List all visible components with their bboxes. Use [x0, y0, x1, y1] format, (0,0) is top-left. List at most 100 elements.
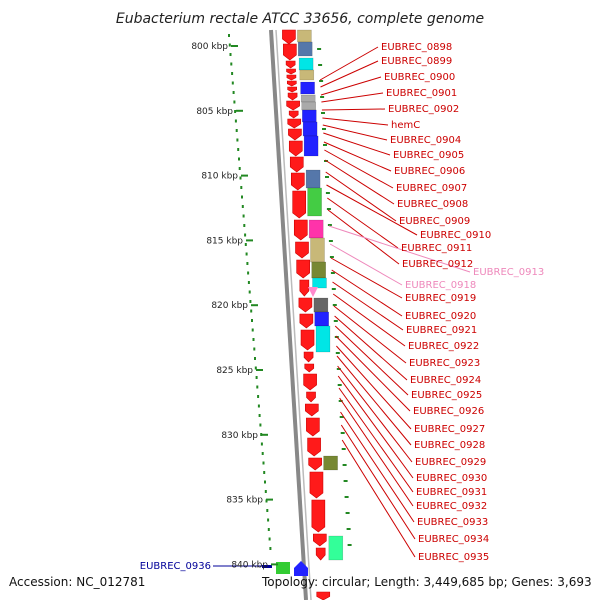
reverse-gene-box[interactable]	[323, 455, 338, 471]
reverse-gene-box[interactable]	[300, 94, 316, 103]
gene-label[interactable]: EUBREC_0908	[397, 199, 468, 210]
gene-label[interactable]: EUBREC_0931	[416, 487, 487, 498]
label-leader-line	[337, 375, 414, 479]
gene-label[interactable]: EUBREC_0907	[396, 183, 467, 194]
forward-gene-arrow[interactable]	[313, 533, 327, 547]
gene-label[interactable]: EUBREC_0925	[411, 390, 482, 401]
reverse-gene-box[interactable]	[297, 41, 313, 57]
gene-marker-pink[interactable]	[308, 287, 318, 297]
gene-label[interactable]: EUBREC_0932	[416, 501, 487, 512]
gene-label[interactable]: EUBREC_0928	[414, 440, 485, 451]
gene-label[interactable]: EUBREC_0898	[381, 42, 452, 53]
gene-label[interactable]: EUBREC_0920	[405, 311, 476, 322]
reverse-gene-box[interactable]	[302, 109, 317, 123]
gene-label[interactable]: EUBREC_0923	[409, 358, 480, 369]
gene-label[interactable]: EUBREC_0927	[414, 424, 485, 435]
reverse-gene-box[interactable]	[314, 311, 329, 327]
forward-gene-arrow[interactable]	[300, 329, 315, 351]
backbone-inner-line	[275, 29, 312, 600]
gene-label[interactable]: EUBREC_0921	[406, 325, 477, 336]
bottom-gene-box-green[interactable]	[276, 562, 290, 574]
reverse-gene-box[interactable]	[310, 237, 325, 263]
gene-label[interactable]: EUBREC_0922	[408, 341, 479, 352]
gene-label[interactable]: EUBREC_0900	[384, 72, 455, 83]
gene-label[interactable]: EUBREC_0926	[413, 406, 484, 417]
forward-gene-arrow[interactable]	[315, 547, 326, 561]
reverse-gene-box[interactable]	[312, 277, 327, 289]
forward-gene-arrow[interactable]	[304, 363, 315, 373]
forward-gene-arrow[interactable]	[295, 241, 309, 259]
forward-gene-arrow[interactable]	[306, 417, 320, 437]
forward-gene-arrow[interactable]	[286, 68, 296, 75]
reverse-gene-box[interactable]	[305, 169, 321, 189]
forward-gene-arrow[interactable]	[306, 391, 316, 403]
reverse-gene-box[interactable]	[308, 219, 324, 239]
gene-label[interactable]: EUBREC_0904	[390, 135, 461, 146]
gene-label[interactable]: EUBREC_0936	[140, 561, 211, 572]
forward-gene-arrow[interactable]	[287, 92, 298, 101]
forward-gene-arrow[interactable]	[299, 313, 314, 329]
gene-label[interactable]: EUBREC_0911	[401, 243, 472, 254]
forward-gene-arrow[interactable]	[288, 140, 303, 157]
gene-label[interactable]: EUBREC_0912	[402, 259, 473, 270]
forward-gene-arrow[interactable]	[282, 29, 296, 45]
reverse-gene-box[interactable]	[311, 261, 326, 279]
forward-gene-arrow[interactable]	[309, 471, 324, 499]
gene-label[interactable]: EUBREC_0934	[418, 534, 489, 545]
forward-gene-arrow[interactable]	[289, 156, 304, 173]
gene-label[interactable]: EUBREC_0913	[473, 267, 544, 278]
reverse-gene-box[interactable]	[303, 135, 319, 157]
gene-label[interactable]: EUBREC_0899	[381, 56, 452, 67]
gene-label[interactable]: EUBREC_0909	[399, 216, 470, 227]
forward-gene-arrow[interactable]	[308, 457, 322, 471]
forward-gene-arrow[interactable]	[311, 499, 326, 533]
forward-gene-arrow[interactable]	[286, 80, 297, 87]
reverse-gene-box[interactable]	[313, 297, 329, 313]
forward-gene-arrow[interactable]	[296, 259, 310, 279]
reverse-gene-box[interactable]	[328, 535, 344, 561]
forward-gene-arrow[interactable]	[288, 110, 299, 119]
gene-label[interactable]: EUBREC_0910	[420, 230, 491, 241]
reverse-gene-box[interactable]	[299, 69, 315, 81]
reverse-gene-box[interactable]	[302, 121, 318, 137]
gene-label[interactable]: hemC	[391, 120, 420, 131]
forward-gene-arrow[interactable]	[293, 219, 308, 241]
forward-gene-arrow[interactable]	[292, 190, 307, 219]
reverse-gene-box[interactable]	[315, 325, 331, 353]
forward-gene-arrow[interactable]	[286, 74, 297, 81]
forward-gene-arrow[interactable]	[307, 437, 321, 457]
forward-gene-arrow[interactable]	[305, 403, 319, 417]
forward-gene-arrow[interactable]	[287, 86, 297, 93]
reverse-gene-box[interactable]	[301, 101, 316, 111]
gene-label[interactable]: EUBREC_0918	[405, 280, 476, 291]
label-leader-line	[324, 149, 394, 189]
forward-gene-arrow[interactable]	[287, 118, 302, 129]
forward-gene-arrow[interactable]	[316, 591, 331, 600]
forward-gene-arrow[interactable]	[303, 351, 314, 363]
reverse-gene-box[interactable]	[307, 187, 322, 217]
reverse-gene-box[interactable]	[298, 57, 314, 71]
gene-label[interactable]: EUBREC_0929	[415, 457, 486, 468]
gene-label[interactable]: EUBREC_0906	[394, 166, 465, 177]
forward-gene-arrow[interactable]	[286, 100, 300, 111]
gene-label[interactable]: EUBREC_0930	[416, 473, 487, 484]
forward-gene-arrow[interactable]	[283, 43, 297, 61]
gene-label[interactable]: EUBREC_0933	[417, 517, 488, 528]
forward-gene-arrow[interactable]	[291, 172, 305, 191]
reverse-gene-box[interactable]	[300, 81, 315, 95]
reverse-gene-box[interactable]	[297, 29, 312, 43]
gene-label[interactable]: EUBREC_0924	[410, 375, 481, 386]
forward-gene-arrow[interactable]	[298, 297, 313, 313]
gene-label[interactable]: EUBREC_0905	[393, 150, 464, 161]
gene-label[interactable]: EUBREC_0901	[386, 88, 457, 99]
forward-gene-arrow[interactable]	[285, 60, 296, 69]
bottom-gene-arrow-blue[interactable]	[294, 561, 308, 576]
gene-label[interactable]: EUBREC_0935	[418, 552, 489, 563]
gene-label[interactable]: EUBREC_0902	[388, 104, 459, 115]
gene-label[interactable]: EUBREC_0919	[405, 293, 476, 304]
forward-gene-arrow[interactable]	[303, 373, 317, 391]
scale-dot	[247, 281, 250, 284]
forward-gene-arrow[interactable]	[288, 128, 302, 141]
forward-gene-arrow[interactable]	[299, 279, 310, 297]
